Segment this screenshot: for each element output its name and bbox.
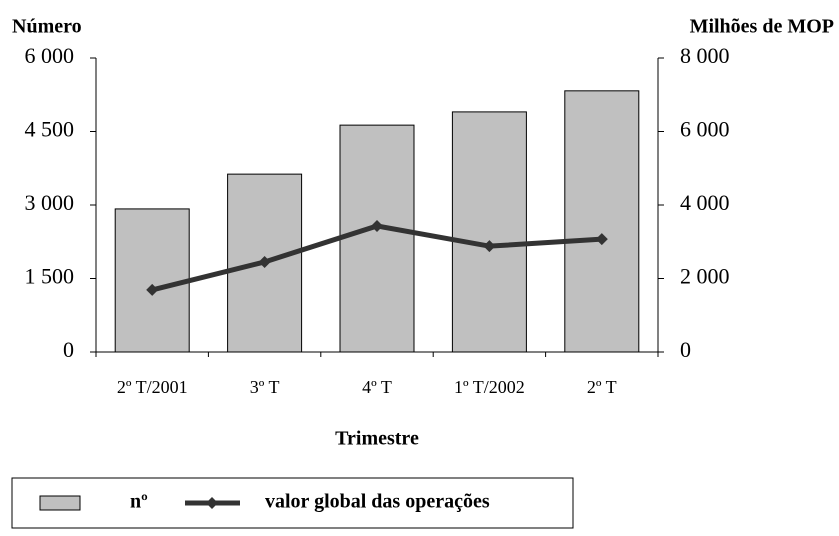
line-marker [371,219,383,232]
y2-tick-label: 6 000 [680,117,730,142]
bar [339,124,415,353]
bar [114,208,190,353]
x-tick-label: 4º T [362,377,392,397]
x-tick-label: 3º T [250,377,280,397]
legend-label: valor global das operações [265,491,490,513]
legend-marker [206,497,218,509]
y-tick-label: 3 000 [25,190,75,215]
y-axis-title: Número [12,16,82,38]
line-marker [146,283,159,296]
y-tick-label: 0 [63,337,74,362]
y-tick-label: 6 000 [25,43,75,68]
line-marker [595,233,608,246]
y-tick-label: 4 500 [25,117,75,142]
x-tick-label: 2º T/2001 [117,377,188,397]
x-tick-label: 2º T [587,377,617,397]
bar [564,90,640,353]
y2-tick-label: 4 000 [680,190,730,215]
bar [451,111,527,353]
line-marker [258,255,271,268]
bar [227,173,303,353]
x-axis-title: Trimestre [335,428,419,450]
y2-tick-label: 0 [680,337,691,362]
y2-axis-title: Milhões de MOP [690,16,834,38]
y-tick-label: 1 500 [25,264,75,289]
y2-tick-label: 2 000 [680,264,730,289]
legend-label: nº [130,491,148,513]
legend-box [11,477,574,529]
line-marker [483,240,496,253]
y2-tick-label: 8 000 [680,43,730,68]
legend-swatch [39,495,81,511]
x-tick-label: 1º T/2002 [454,377,525,397]
